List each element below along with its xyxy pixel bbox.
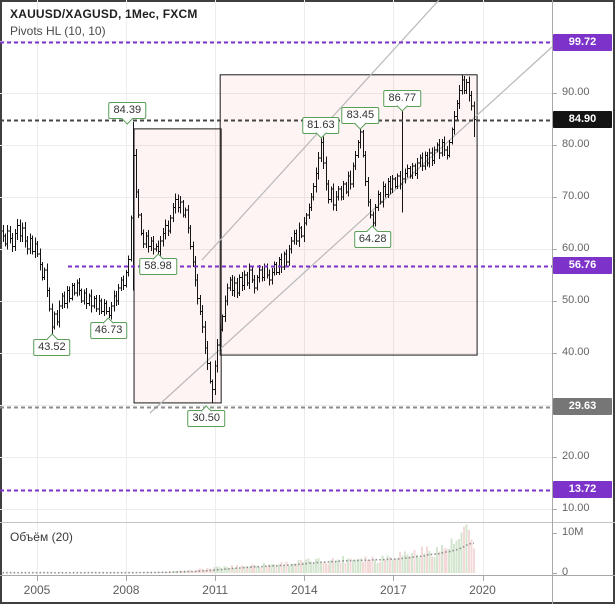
price-axis-label: 60.00	[562, 242, 590, 254]
volume-axis-label: 10M	[562, 526, 584, 538]
pivot-label-text: 58.98	[144, 260, 172, 273]
price-axis-label: 20.00	[562, 450, 590, 462]
price-level-badge: 84.90	[553, 111, 612, 129]
time-axis-label: 2005	[23, 583, 51, 597]
price-level-badge: 13.72	[553, 481, 612, 499]
price-level-badge: 56.76	[553, 257, 612, 275]
price-bars	[1, 74, 477, 403]
price-pane[interactable]	[0, 0, 552, 522]
pivot-label-text: 43.52	[38, 340, 66, 353]
pivot-label-text: 83.45	[346, 109, 375, 122]
price-axis-label: 80.00	[562, 138, 590, 150]
price-axis-label: 40.00	[562, 346, 590, 358]
time-axis-label: 2020	[469, 583, 496, 597]
pivot-label-text: 84.39	[113, 104, 142, 117]
price-level-badge: 29.63	[553, 398, 612, 416]
indicator-label[interactable]: Pivots HL (10, 10)	[10, 24, 106, 38]
pivot-label[interactable]: 83.45	[341, 107, 380, 130]
time-axis-label: 2014	[290, 583, 318, 597]
pivot-label-text: 64.28	[358, 232, 387, 245]
pivot-label-text: 81.63	[307, 118, 335, 131]
pivot-label-text: 86.77	[388, 91, 417, 104]
volume-indicator-label[interactable]: Объём (20)	[10, 530, 73, 544]
time-axis-label: 2017	[380, 583, 407, 597]
price-axis-label: 70.00	[562, 190, 590, 202]
pivot-label[interactable]: 43.52	[33, 333, 71, 356]
volume-ma-line	[2, 542, 474, 574]
pivot-label[interactable]: 64.28	[353, 225, 392, 248]
chart-legend: XAUUSD/XAGUSD, 1Мес, FXCM Pivots HL (10,…	[10, 7, 198, 38]
price-axis-label: 50.00	[562, 294, 590, 306]
price-axis-label: 10.00	[562, 502, 590, 514]
time-axis-label: 2011	[202, 583, 229, 597]
time-axis-label: 2008	[112, 583, 140, 597]
pivot-label[interactable]: 81.63	[302, 116, 340, 139]
volume-pane[interactable]	[0, 523, 552, 575]
symbol-title[interactable]: XAUUSD/XAGUSD, 1Мес, FXCM	[10, 7, 198, 21]
axis-tick-marks	[37, 93, 557, 581]
pivot-label[interactable]: 30.50	[187, 405, 226, 428]
pivot-label-text: 46.73	[94, 324, 123, 336]
price-level-badge: 99.72	[553, 33, 612, 51]
volume-axis-label: 0	[562, 566, 569, 578]
pivot-label[interactable]: 46.73	[89, 316, 128, 339]
price-axis-label: 90.00	[562, 86, 590, 98]
pivot-label[interactable]: 84.39	[108, 102, 147, 125]
pivot-label[interactable]: 86.77	[383, 89, 422, 112]
pivot-label-text: 30.50	[192, 412, 221, 425]
pivot-label[interactable]: 58.98	[139, 253, 177, 276]
